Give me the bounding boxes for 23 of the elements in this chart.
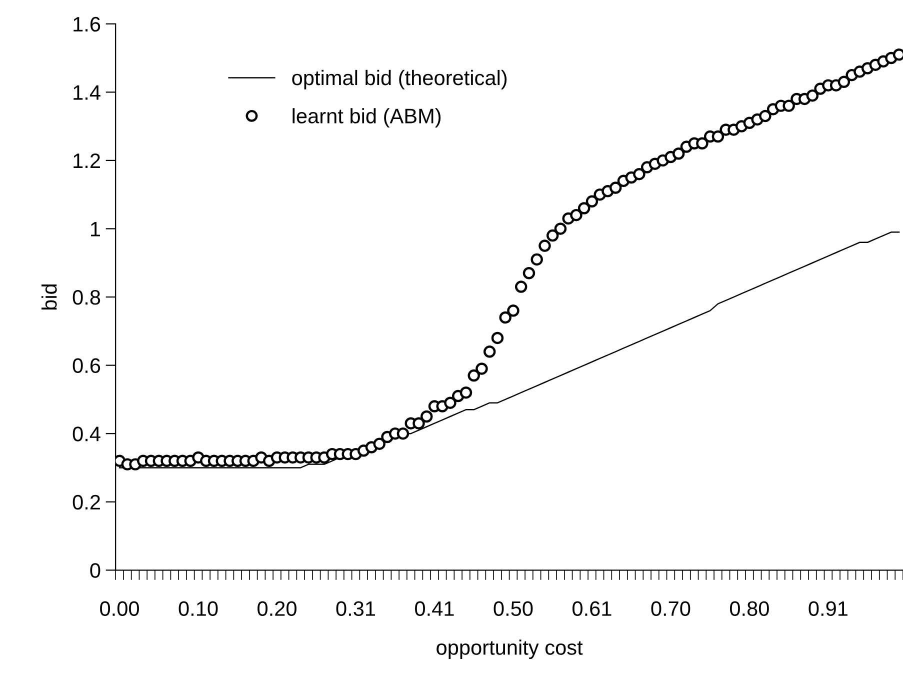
legend-label: optimal bid (theoretical) (292, 70, 507, 90)
y-tick-label: 1.4 (74, 85, 100, 100)
y-tick-label: 0.8 (72, 290, 100, 305)
x-tick-label: 0.00 (100, 601, 139, 616)
y-tick-label: 0 (90, 563, 100, 578)
x-tick-label: 0.91 (808, 601, 848, 616)
y-axis-title: bid (42, 284, 57, 310)
x-tick-label: 0.61 (572, 601, 612, 616)
y-tick-label: 0.6 (72, 358, 100, 374)
x-tick-label: 0.41 (415, 601, 454, 616)
x-tick-label: 0.20 (258, 601, 296, 616)
x-tick-label: 0.31 (336, 601, 376, 616)
y-tick-label: 0.4 (72, 426, 100, 442)
y-tick-label: 1.2 (74, 153, 100, 168)
x-tick-label: 0.50 (494, 601, 533, 616)
legend-label: learnt bid (ABM) (292, 108, 441, 128)
x-axis-title: opportunity cost (436, 640, 583, 659)
y-tick-label: 1 (91, 222, 100, 236)
x-tick-label: 0.10 (178, 601, 218, 616)
x-tick-label: 0.70 (651, 601, 690, 616)
x-tick-label: 0.80 (730, 601, 769, 616)
y-tick-label: 0.2 (72, 494, 100, 510)
y-tick-label: 1.6 (74, 16, 100, 32)
